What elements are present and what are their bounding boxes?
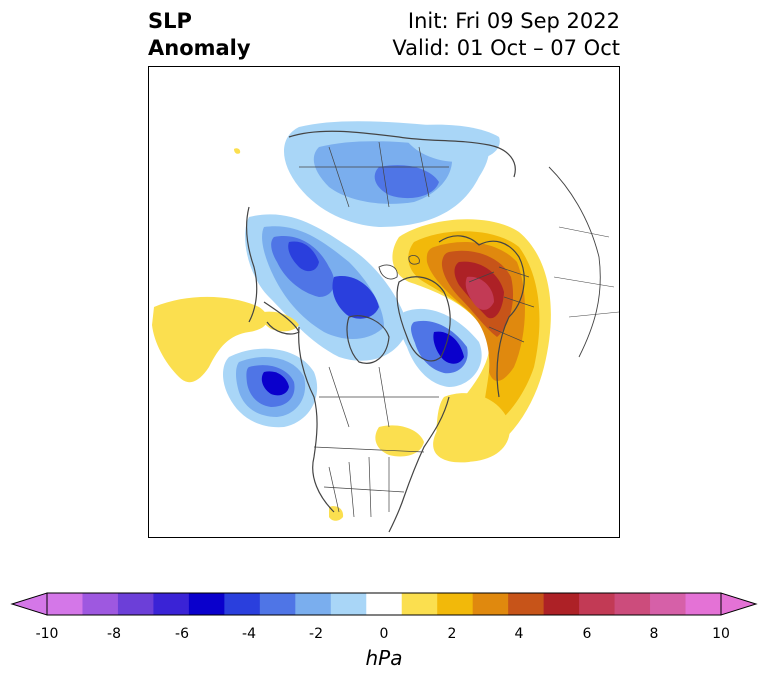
title-line-2: Anomaly <box>148 36 251 60</box>
negative-anomaly-field <box>223 121 500 428</box>
tick-label: 4 <box>514 626 524 642</box>
tick-label: -10 <box>35 626 59 642</box>
forecast-dates: Init: Fri 09 Sep 2022 Valid: 01 Oct – 07… <box>392 8 620 62</box>
map-panel <box>148 66 620 538</box>
tick-label: -4 <box>242 626 256 642</box>
tick-label: -6 <box>175 626 189 642</box>
colorbar-swatch <box>437 593 474 615</box>
title-line-1: SLP <box>148 9 192 33</box>
tick-label: -8 <box>107 626 121 642</box>
tick-label: 2 <box>447 626 457 642</box>
colorbar-swatch <box>472 593 509 615</box>
tick-label: 10 <box>712 626 730 642</box>
colorbar-frame <box>46 592 722 616</box>
tick-label: -2 <box>309 626 323 642</box>
colorbar-swatch <box>366 593 403 615</box>
colorbar-swatch <box>401 593 438 615</box>
colorbar-unit: hPa <box>365 646 403 670</box>
colorbar-swatch <box>650 593 687 615</box>
map-title: SLP Anomaly <box>148 8 251 62</box>
colorbar-over-arrow <box>720 592 758 616</box>
colorbar-swatch <box>579 593 616 615</box>
tick-label: 8 <box>649 626 659 642</box>
colorbar-swatch <box>330 593 367 615</box>
colorbar-swatch <box>543 593 580 615</box>
colorbar-swatch <box>82 593 119 615</box>
colorbar-under-arrow <box>10 592 48 616</box>
colorbar-swatch <box>224 593 261 615</box>
colorbar-swatch <box>153 593 190 615</box>
colorbar-swatch <box>47 593 83 615</box>
colorbar-swatch <box>685 593 722 615</box>
colorbar-swatch <box>295 593 332 615</box>
init-date: Init: Fri 09 Sep 2022 <box>407 9 620 33</box>
colorbar-swatch <box>508 593 545 615</box>
anomaly-map <box>152 121 619 533</box>
positive-anomaly-field <box>152 148 551 521</box>
colorbar <box>10 592 758 616</box>
valid-period: Valid: 01 Oct – 07 Oct <box>392 36 620 60</box>
colorbar-swatch <box>259 593 296 615</box>
coastlines <box>245 130 619 533</box>
tick-label: 6 <box>582 626 592 642</box>
colorbar-swatch <box>117 593 154 615</box>
colorbar-swatch <box>188 593 225 615</box>
tick-label: 0 <box>379 626 389 642</box>
colorbar-swatch <box>614 593 651 615</box>
